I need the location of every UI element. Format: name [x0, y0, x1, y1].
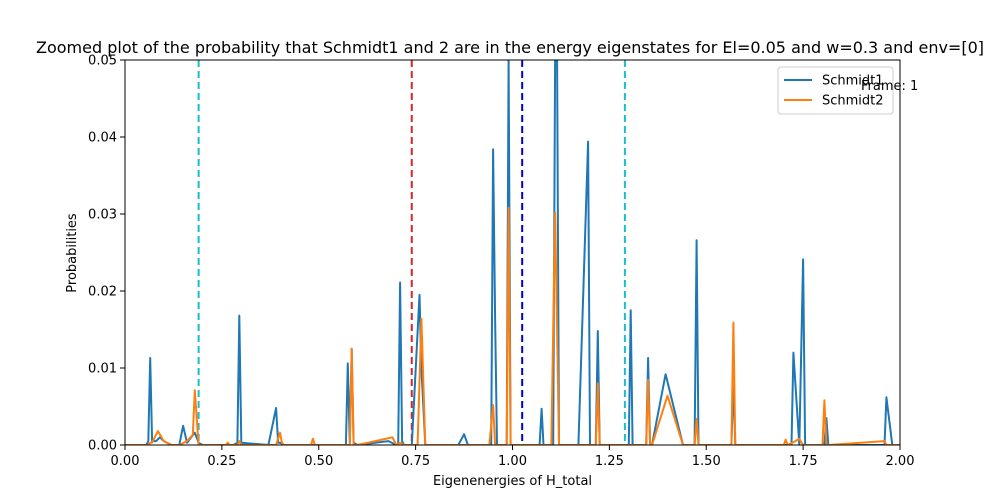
legend-label-schmidt1: Schmidt1: [822, 74, 884, 89]
x-axis-title: Eigenenergies of H_total: [433, 474, 592, 489]
series-lines: [125, 60, 900, 445]
x-tick-label: 1.00: [498, 454, 527, 469]
chart-title: Zoomed plot of the probability that Schm…: [36, 38, 984, 57]
y-axis-title: Probabilities: [65, 213, 80, 293]
legend: Schmidt1 Schmidt2: [777, 66, 894, 115]
x-tick-label: 0.25: [207, 454, 236, 469]
x-tick-label: 0.00: [111, 454, 140, 469]
y-tick-label: 0.02: [88, 285, 117, 300]
series-line-schmidt2: [125, 206, 900, 445]
y-tick-label: 0.05: [88, 54, 117, 69]
frame-label: Frame: 1: [861, 79, 918, 94]
y-tick-label: 0.00: [88, 439, 117, 454]
x-tick-label: 1.25: [595, 454, 624, 469]
series-line-schmidt1: [125, 60, 900, 445]
x-tick-label: 2.00: [886, 454, 915, 469]
x-tick-label: 0.50: [304, 454, 333, 469]
reference-lines: [197, 60, 626, 445]
y-tick-label: 0.04: [88, 131, 117, 146]
x-tick-label: 1.75: [789, 454, 818, 469]
legend-label-schmidt2: Schmidt2: [822, 94, 884, 109]
x-tick-label: 1.50: [692, 454, 721, 469]
y-tick-label: 0.03: [88, 208, 117, 223]
legend-box: [777, 66, 894, 115]
y-tick-label: 0.01: [88, 362, 117, 377]
x-tick-label: 0.75: [401, 454, 430, 469]
axes: 0.00 0.25 0.50 0.75 1.00 1.25 1.50 1.75 2.00 0.00…: [88, 54, 914, 470]
